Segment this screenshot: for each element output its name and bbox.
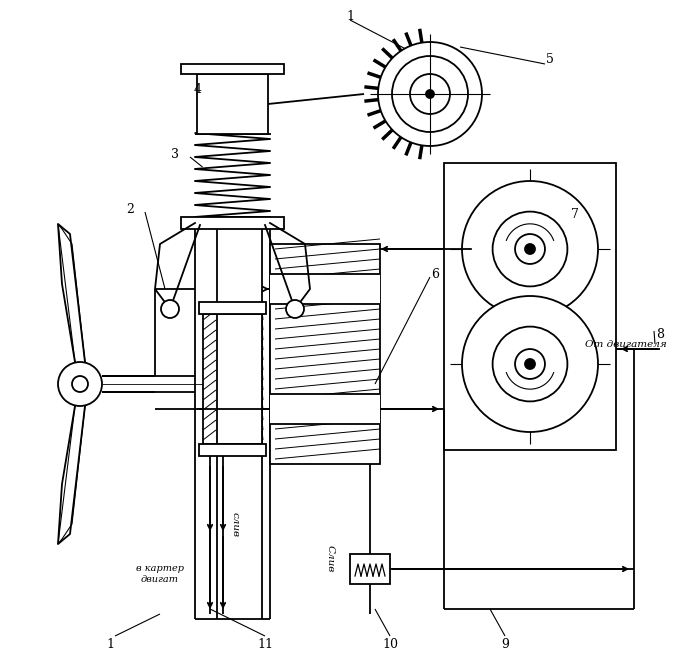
Circle shape: [515, 349, 545, 379]
Text: слив: слив: [230, 511, 239, 537]
Text: 3: 3: [171, 147, 179, 161]
Circle shape: [58, 362, 102, 406]
Text: 11: 11: [257, 637, 273, 651]
Circle shape: [410, 74, 450, 114]
Circle shape: [493, 212, 568, 286]
Text: 1: 1: [106, 637, 114, 651]
Bar: [217, 314, 262, 444]
Text: Слив: Слив: [326, 545, 335, 572]
Text: в картер
двигат: в картер двигат: [136, 564, 184, 584]
Circle shape: [525, 359, 535, 369]
Text: 5: 5: [546, 52, 554, 66]
Circle shape: [161, 300, 179, 318]
Text: 8: 8: [656, 327, 664, 341]
Text: 10: 10: [382, 637, 398, 651]
Circle shape: [378, 42, 482, 146]
Text: 7: 7: [571, 207, 579, 220]
Circle shape: [426, 90, 434, 98]
Circle shape: [515, 234, 545, 264]
Text: 2: 2: [126, 203, 134, 216]
Circle shape: [493, 327, 568, 402]
Text: 1: 1: [346, 9, 354, 23]
Circle shape: [525, 244, 535, 254]
Bar: [270, 244, 380, 464]
Bar: [199, 444, 266, 456]
Bar: [444, 163, 616, 450]
Text: 4: 4: [194, 82, 202, 96]
Circle shape: [72, 376, 88, 392]
Circle shape: [392, 56, 468, 132]
Bar: [181, 217, 284, 229]
Bar: [181, 64, 284, 74]
Bar: [197, 74, 268, 134]
Bar: [199, 302, 266, 314]
Bar: [350, 554, 390, 584]
Circle shape: [286, 300, 304, 318]
Bar: [270, 394, 380, 424]
Text: От двигателя: От двигателя: [585, 339, 666, 349]
Circle shape: [462, 296, 598, 432]
Circle shape: [462, 181, 598, 317]
Bar: [203, 314, 262, 444]
Text: 9: 9: [501, 637, 509, 651]
Text: 6: 6: [431, 268, 439, 280]
Bar: [270, 274, 380, 304]
